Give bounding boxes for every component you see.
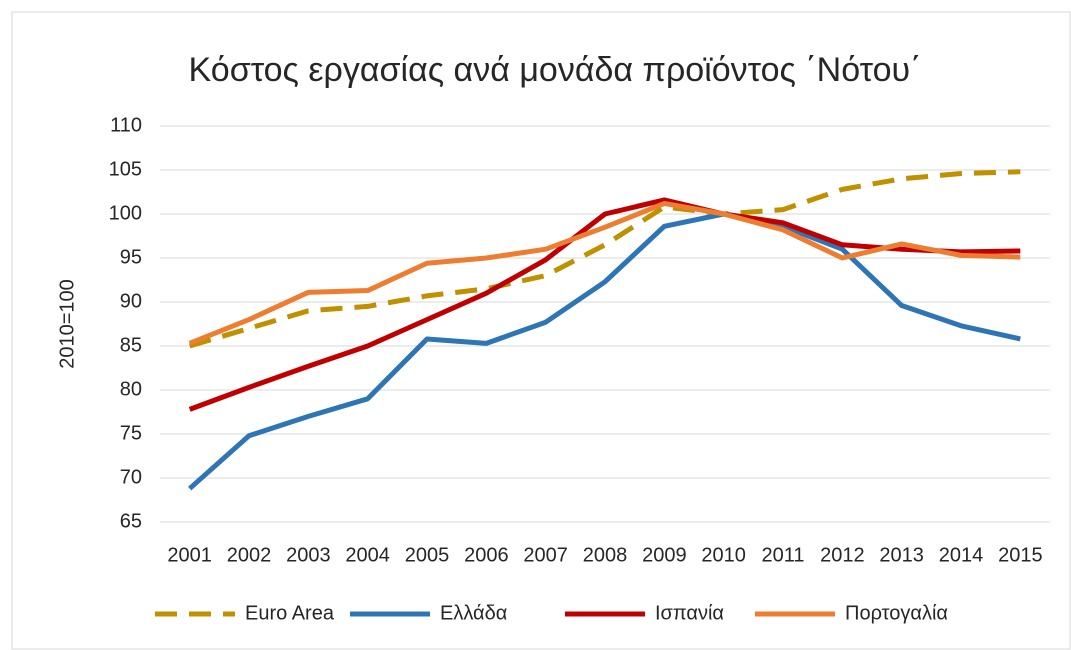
y-tick-label: 95 — [120, 246, 142, 268]
y-tick-label: 90 — [120, 290, 142, 312]
y-tick-label: 70 — [120, 466, 142, 488]
line-series — [188, 200, 1021, 346]
legend-label: Πορτογαλία — [845, 602, 948, 624]
x-tick-label: 2008 — [583, 544, 628, 566]
x-tick-label: 2006 — [464, 544, 509, 566]
x-tick-label: 2012 — [820, 544, 865, 566]
x-tick-label: 2004 — [345, 544, 390, 566]
chart-border — [11, 11, 1071, 650]
x-tick-label: 2003 — [286, 544, 331, 566]
legend-label: Ισπανία — [655, 602, 724, 624]
y-tick-label: 80 — [120, 378, 142, 400]
x-tick-label: 2015 — [998, 544, 1043, 566]
legend-label: Ελλάδα — [440, 602, 507, 624]
x-tick-label: 2009 — [642, 544, 687, 566]
x-tick-label: 2011 — [761, 544, 804, 566]
legend-label: Euro Area — [245, 602, 335, 624]
x-tick-label: 2010 — [701, 544, 746, 566]
y-tick-label: 85 — [120, 334, 142, 356]
y-tick-label: 65 — [120, 510, 142, 532]
x-tick-label: 2005 — [405, 544, 450, 566]
y-tick-label: 75 — [120, 422, 142, 444]
line-series — [188, 169, 1021, 349]
y-axis-label: 2010=100 — [56, 279, 78, 369]
chart-title: Κόστος εργασίας ανά μονάδα προϊόντος ΄Νό… — [189, 51, 922, 89]
x-tick-label: 2007 — [523, 544, 568, 566]
line-series — [188, 211, 1021, 491]
y-tick-label: 100 — [109, 202, 142, 224]
x-tick-label: 2001 — [167, 544, 212, 566]
y-tick-label: 110 — [110, 114, 142, 136]
y-tick-label: 105 — [109, 158, 142, 180]
x-tick-label: 2014 — [939, 544, 984, 566]
x-tick-label: 2002 — [227, 544, 272, 566]
x-tick-label: 2013 — [879, 544, 924, 566]
